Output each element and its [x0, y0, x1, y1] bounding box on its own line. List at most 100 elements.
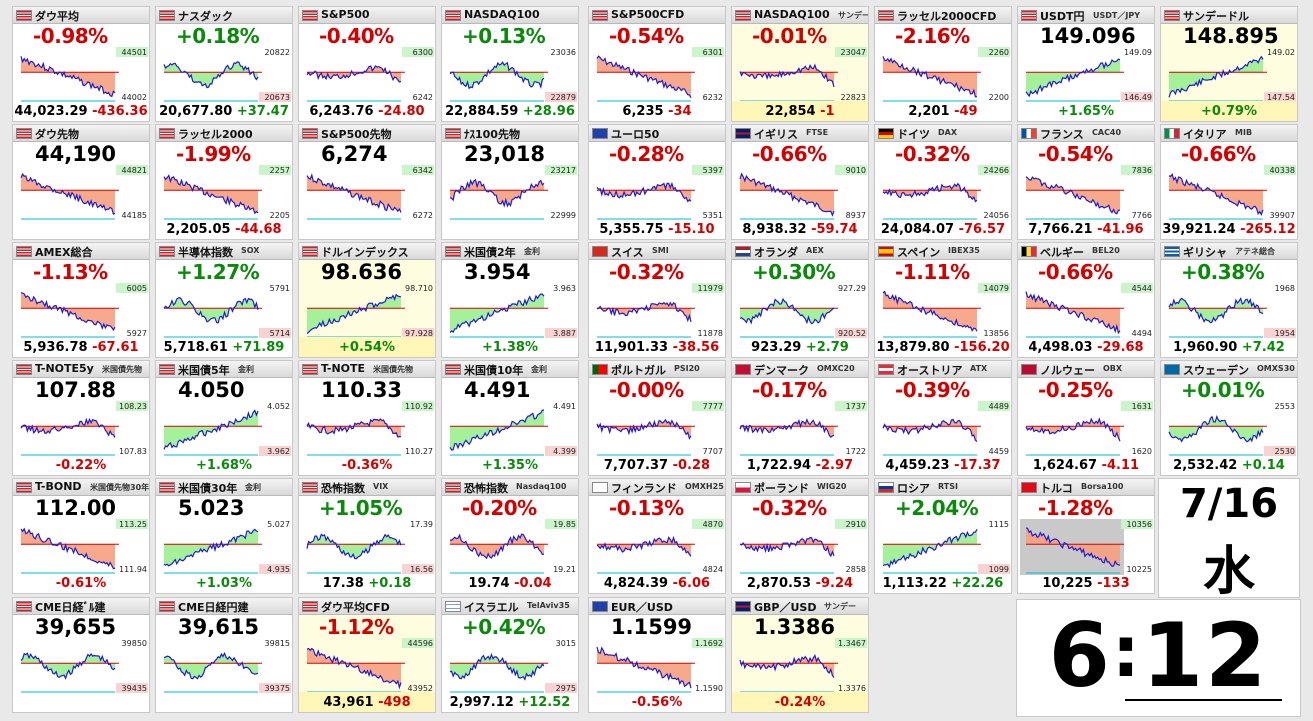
market-tile[interactable]: ユーロ50 -0.28% 5397 5351 5,355.75 -15.10 [588, 124, 726, 240]
price-label: 8,938.32 -59.74 [732, 222, 868, 237]
tick-label: 927.29 [838, 284, 866, 293]
tick-bg [978, 283, 1010, 293]
chart-area [450, 654, 544, 680]
market-tile[interactable]: S&P500 -0.40% 6300 6242 6,243.76 -24.80 [298, 6, 436, 122]
market-tile[interactable]: EUR／USD 1.1599 1.1692 1.1590 -0.56% [588, 597, 726, 713]
market-tile[interactable]: トルコ Borsa100 -1.28% 10356 10225 10,225 -133 [1017, 478, 1155, 594]
market-tile[interactable]: 米国債2年 金利 3.954 3.963 3.887 +1.38% [441, 242, 579, 358]
sparkline-chart: 98.710 97.928 [306, 284, 434, 338]
market-tile[interactable]: 恐怖指数 Nasdaq100 -0.20% 19.85 19.21 19.74 -0.… [441, 478, 579, 594]
tile-subtitle: 米国債先物30年 [90, 483, 149, 492]
price-line [739, 654, 835, 678]
market-tile[interactable]: S&P500先物 6,274 6342 6272 [298, 124, 436, 240]
market-tile[interactable]: イギリス FTSE -0.66% 9010 8937 8,938.32 -59.74 [731, 124, 869, 240]
price-line [20, 172, 116, 215]
market-tile[interactable]: フランス CAC40 -0.54% 7836 7766 7,766.21 -41.96 [1017, 124, 1155, 240]
market-tile[interactable]: ポーランド WIG20 -0.32% 2910 2858 2,870.53 -9.24 [731, 478, 869, 594]
tick-label: 149.09 [1124, 48, 1152, 57]
market-tile[interactable]: CME日経円建 39,615 39815 39375 [155, 597, 293, 713]
market-tile[interactable]: USDT円 USDT／JPY 149.096 149.09 146.49 +1.65% [1017, 6, 1155, 122]
price-label: 2,997.12 +12.52 [442, 695, 578, 710]
price-line [1025, 527, 1121, 567]
tick-label: 44501 [122, 48, 147, 57]
market-tile[interactable]: T-NOTE5y 米国債先物 107.88 108.23 107.83 -0.22% [12, 360, 150, 476]
tick-label: 107.83 [119, 447, 147, 456]
flag-icon [735, 601, 751, 612]
market-tile[interactable]: ﾅｽ100先物 23,018 23217 22999 [441, 124, 579, 240]
market-tile[interactable]: CME日経ﾞﾙ建 39,655 39850 39435 [12, 597, 150, 713]
market-tile[interactable]: ドイツ DAX -0.32% 24266 24056 24,084.07 -76.57 [874, 124, 1012, 240]
market-tile[interactable]: ベルギー BEL20 -0.66% 4544 4494 4,498.03 -29.68 [1017, 242, 1155, 358]
market-tile[interactable]: 半導体指数 SOX +1.27% 5791 5714 5,718.61 +71.89 [155, 242, 293, 358]
tick-label: 11878 [698, 329, 723, 338]
chart-area [740, 655, 834, 678]
tick-label: 4.399 [553, 447, 576, 456]
flag-icon [1021, 364, 1037, 375]
price-line [20, 417, 116, 438]
current-price: 3.954 [464, 260, 531, 284]
market-tile[interactable]: ロシア RTSI +2.04% 1115 1099 1,113.22 +22.26 [874, 478, 1012, 594]
market-tile[interactable]: ギリシャ アテネ総合 +0.38% 1968 1954 1,960.90 +7.42 [1160, 242, 1298, 358]
market-tile[interactable]: 恐怖指数 VIX +1.05% 17.39 16.56 17.38 +0.18 [298, 478, 436, 594]
market-tile[interactable]: T-NOTE 米国債先物 110.33 110.92 110.27 -0.36% [298, 360, 436, 476]
market-tile[interactable]: オーストリア ATX -0.39% 4489 4459 4,459.23 -17.37 [874, 360, 1012, 476]
tile-title: トルコ [1040, 482, 1073, 495]
price-label: 5,936.78 -67.61 [13, 340, 149, 355]
change-percent: -0.13% [609, 496, 684, 520]
market-tile[interactable]: スペイン IBEX35 -1.11% 14079 13856 13,879.80 -1… [874, 242, 1012, 358]
tile-header: ポーランド WIG20 [732, 479, 868, 496]
tile-subtitle: SOX [241, 246, 260, 255]
tile-title: フランス [1040, 128, 1084, 141]
market-tile[interactable]: イスラエル TelAviv35 +0.42% 3015 2975 2,997.12 +… [441, 597, 579, 713]
clock-colon: : [1111, 611, 1142, 693]
tick-label: 2200 [989, 93, 1009, 102]
market-tile[interactable]: NASDAQ100 サンデー -0.01% 23047 22823 22,854 -1 [731, 6, 869, 122]
market-tile[interactable]: オランダ AEX +0.30% 927.29 920.52 923.29 +2.79 [731, 242, 869, 358]
market-tile[interactable]: ダウ先物 44,190 44821 44185 [12, 124, 150, 240]
market-tile[interactable]: ポルトガル PSI20 -0.00% 7777 7707 7,707.37 -0.28 [588, 360, 726, 476]
price-label: +1.65% [1058, 104, 1114, 119]
market-tile[interactable]: ラッセル2000CFD -2.16% 2260 2200 2,201 -49 [874, 6, 1012, 122]
tick-label: 20822 [265, 48, 290, 57]
change-percent: +0.42% [462, 615, 546, 639]
flag-icon [1021, 482, 1037, 493]
tick-label: 39375 [265, 684, 290, 693]
market-tile[interactable]: S&P500CFD -0.54% 6301 6232 6,235 -34 [588, 6, 726, 122]
chart-area [740, 537, 834, 557]
market-tile[interactable]: AMEX総合 -1.13% 6005 5927 5,936.78 -67.61 [12, 242, 150, 358]
tick-bg [1264, 92, 1296, 102]
price-label: 22,884.59 +28.96 [442, 104, 578, 119]
market-tile[interactable]: スウェーデン OMXS30 +0.01% 2553 2530 2,532.42 +0.… [1160, 360, 1298, 476]
market-tile[interactable]: 米国債30年 金利 5.023 5.027 4.935 +1.03% [155, 478, 293, 594]
price-value: 2,870.53 [746, 576, 816, 591]
market-tile[interactable]: ダウ平均CFD -1.12% 44596 43952 43,961 -498 [298, 597, 436, 713]
current-price: 44,190 [35, 142, 117, 166]
tick-label: 39815 [265, 639, 290, 648]
market-tile[interactable]: ドルインデックス 98.636 98.710 97.928 +0.54% [298, 242, 436, 358]
market-tile[interactable]: 米国債10年 金利 4.491 4.491 4.399 +1.35% [441, 360, 579, 476]
tick-bg [1264, 328, 1296, 338]
sparkline-chart: 23047 22823 [739, 47, 867, 102]
market-tile[interactable]: フィンランド OMXH25 -0.13% 4870 4824 4,824.39 -6.… [588, 478, 726, 594]
market-tile[interactable]: ダウ平均 -0.98% 44501 44002 44,023.29 -436.36 [12, 6, 150, 122]
market-tile[interactable]: ナスダック +0.18% 20822 20673 20,677.80 +37.47 [155, 6, 293, 122]
tile-title: オーストリア [897, 364, 963, 377]
market-tile[interactable]: デンマーク OMXC20 -0.17% 1737 1722 1,722.94 -2.9… [731, 360, 869, 476]
market-tile[interactable]: イタリア MIB -0.66% 40338 39907 39,921.24 -265.… [1160, 124, 1298, 240]
price-change: -0.28 [672, 458, 711, 473]
price-value: 8,938.32 [742, 222, 812, 237]
market-tile[interactable]: サンデードル 148.895 149.02 147.54 +0.79% [1160, 6, 1298, 122]
market-tile[interactable]: ノルウェー OBX -0.25% 1631 1620 1,624.67 -4.11 [1017, 360, 1155, 476]
tick-label: 2530 [1275, 447, 1295, 456]
market-tile[interactable]: 米国債5年 金利 4.050 4.052 3.962 +1.68% [155, 360, 293, 476]
change-percent: -0.17% [752, 378, 827, 402]
market-tile[interactable]: ラッセル2000 -1.99% 2257 2205 2,205.05 -44.68 [155, 124, 293, 240]
sparkline-chart: 110.92 110.27 [306, 401, 434, 456]
tick-label: 39907 [1270, 211, 1295, 220]
market-tile[interactable]: スイス SMI -0.32% 11979 11878 11,901.33 -38.56 [588, 242, 726, 358]
tick-bg [1121, 165, 1153, 175]
price-change: -133 [1097, 576, 1130, 591]
market-tile[interactable]: NASDAQ100 +0.13% 23036 22879 22,884.59 +28… [441, 6, 579, 122]
market-tile[interactable]: GBP／USD サンデー 1.3386 1.3467 1.3376 -0.24% [731, 597, 869, 713]
market-tile[interactable]: T-BOND 米国債先物30年 112.00 113.25 111.94 -0.61% [12, 478, 150, 594]
